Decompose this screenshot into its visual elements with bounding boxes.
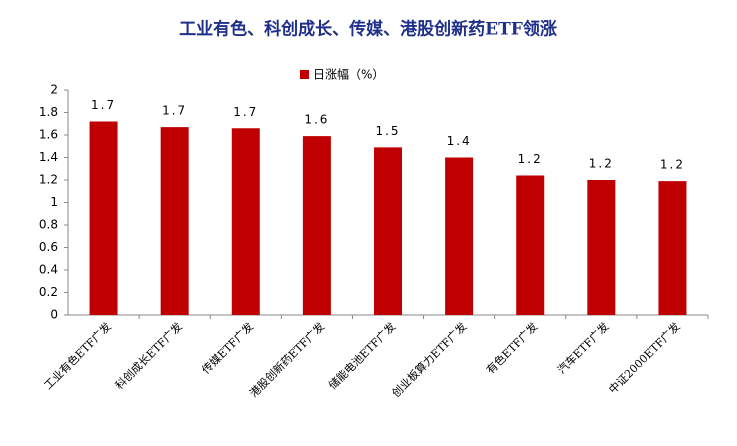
y-tick-label: 0.8 xyxy=(39,218,58,232)
legend-label: 日涨幅（%） xyxy=(313,67,384,82)
value-label: 1.7 xyxy=(162,104,187,118)
y-tick-label: 1.8 xyxy=(39,105,58,119)
bar xyxy=(231,128,260,315)
bar xyxy=(587,180,616,315)
y-tick-label: 0.6 xyxy=(39,240,58,254)
value-label: 1.6 xyxy=(304,113,329,127)
bar xyxy=(160,127,189,315)
y-tick-label: 0 xyxy=(50,308,58,322)
y-tick-label: 0.2 xyxy=(39,285,58,299)
value-label: 1.2 xyxy=(589,157,614,171)
y-tick-label: 2 xyxy=(50,83,58,97)
bar xyxy=(516,175,545,315)
x-tick-label: 储能电池ETF广发 xyxy=(325,319,398,392)
value-label: 1.7 xyxy=(233,105,258,119)
value-label: 1.7 xyxy=(91,98,116,112)
x-tick-label: 汽车ETF广发 xyxy=(554,319,611,376)
y-tick-label: 1.4 xyxy=(39,150,58,164)
value-label: 1.5 xyxy=(375,124,400,138)
value-label: 1.4 xyxy=(447,134,472,148)
y-tick-label: 1.6 xyxy=(39,128,58,142)
value-label: 1.2 xyxy=(660,158,685,172)
y-tick-label: 1 xyxy=(50,195,58,209)
bar xyxy=(374,147,402,315)
x-tick-label: 工业有色ETF广发 xyxy=(41,319,114,392)
legend-swatch xyxy=(300,70,309,79)
y-tick-label: 1.2 xyxy=(39,173,58,187)
y-tick-label: 0.4 xyxy=(39,263,58,277)
bar xyxy=(302,136,331,315)
bar xyxy=(445,157,474,315)
bar xyxy=(658,181,687,315)
value-label: 1.2 xyxy=(518,152,543,166)
x-tick-label: 创业板算力ETF广发 xyxy=(389,319,470,400)
x-tick-label: 港股创新药ETF广发 xyxy=(247,319,328,400)
x-tick-label: 有色ETF广发 xyxy=(483,319,540,376)
x-tick-label: 中证2000ETF广发 xyxy=(606,319,683,396)
x-tick-label: 传媒ETF广发 xyxy=(199,319,256,376)
x-tick-label: 科创成长ETF广发 xyxy=(112,319,185,392)
chart-title: 工业有色、科创成长、传媒、港股创新药ETF领涨 xyxy=(179,19,557,40)
bar xyxy=(89,121,118,315)
